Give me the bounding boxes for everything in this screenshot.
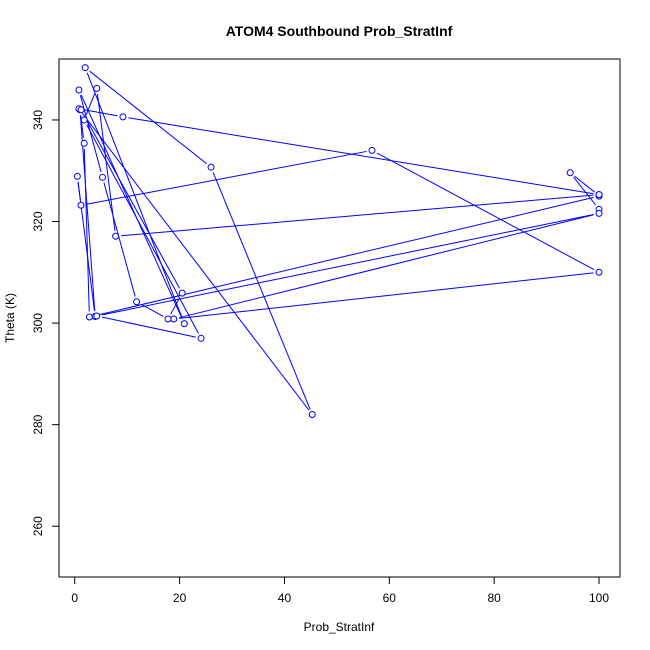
data-point [566, 169, 574, 177]
data-point [180, 320, 188, 328]
series-segment [103, 182, 136, 297]
data-point [73, 172, 81, 180]
data-point [164, 315, 172, 323]
plot-frame [58, 58, 621, 578]
series-segment [376, 152, 595, 271]
series-segment [79, 115, 96, 312]
data-point [170, 315, 178, 323]
data-point [80, 139, 88, 147]
x-tick-label: 80 [487, 591, 501, 605]
y-axis: 260 280 300 320 340 [31, 110, 59, 536]
series-segment [121, 194, 594, 237]
y-tick-label: 280 [31, 414, 45, 434]
data-point [85, 313, 93, 321]
series-segment [179, 214, 594, 319]
series-segment [84, 109, 118, 117]
data-point [133, 298, 141, 306]
data-point [75, 86, 83, 94]
series-segment [80, 94, 183, 319]
series-segment [94, 196, 594, 317]
series-segment [86, 72, 183, 319]
data-point [77, 201, 85, 209]
series-segment [96, 93, 116, 231]
series-segment [85, 93, 96, 116]
data-point [308, 410, 316, 418]
y-tick-label: 260 [31, 516, 45, 536]
data-point [99, 173, 107, 181]
series-segment [179, 272, 594, 319]
series-segment [170, 297, 181, 315]
x-tick-label: 0 [71, 591, 78, 605]
data-point [595, 209, 603, 217]
x-tick-label: 100 [589, 591, 609, 605]
series-segment [128, 117, 594, 195]
series-segment [141, 303, 164, 317]
data-point [77, 106, 85, 114]
y-axis-label: Theta (K) [3, 293, 17, 343]
series-segment [102, 213, 594, 316]
series-segment [102, 316, 196, 338]
y-tick-label: 340 [31, 110, 45, 130]
series-points [73, 64, 603, 418]
data-point [178, 289, 186, 297]
data-point [112, 232, 120, 240]
data-point [368, 146, 376, 154]
x-axis-label: Prob_StratInf [304, 620, 375, 634]
data-point [80, 116, 88, 124]
data-point [207, 163, 215, 171]
series-segment [83, 114, 180, 289]
data-point [197, 334, 205, 342]
data-point [93, 312, 101, 320]
data-point [595, 191, 603, 199]
data-point [93, 84, 101, 92]
y-tick-label: 320 [31, 211, 45, 231]
series-segment [81, 112, 310, 411]
data-point [81, 64, 89, 72]
series-segment [86, 124, 199, 334]
series-segment [573, 176, 597, 206]
series-segment [574, 175, 596, 193]
series-segment [89, 70, 208, 165]
x-tick-label: 40 [278, 591, 292, 605]
x-tick-label: 20 [173, 591, 187, 605]
series-segment [212, 172, 311, 410]
x-axis: 0 20 40 60 80 100 [71, 577, 609, 605]
y-tick-label: 300 [31, 313, 45, 333]
series-segment [77, 181, 81, 200]
data-point [595, 268, 603, 276]
data-point [119, 113, 127, 121]
series-lines [77, 70, 597, 411]
x-tick-label: 60 [383, 591, 397, 605]
series-segment [86, 150, 367, 205]
chart-title: ATOM4 Southbound Prob_StratInf [226, 23, 453, 39]
